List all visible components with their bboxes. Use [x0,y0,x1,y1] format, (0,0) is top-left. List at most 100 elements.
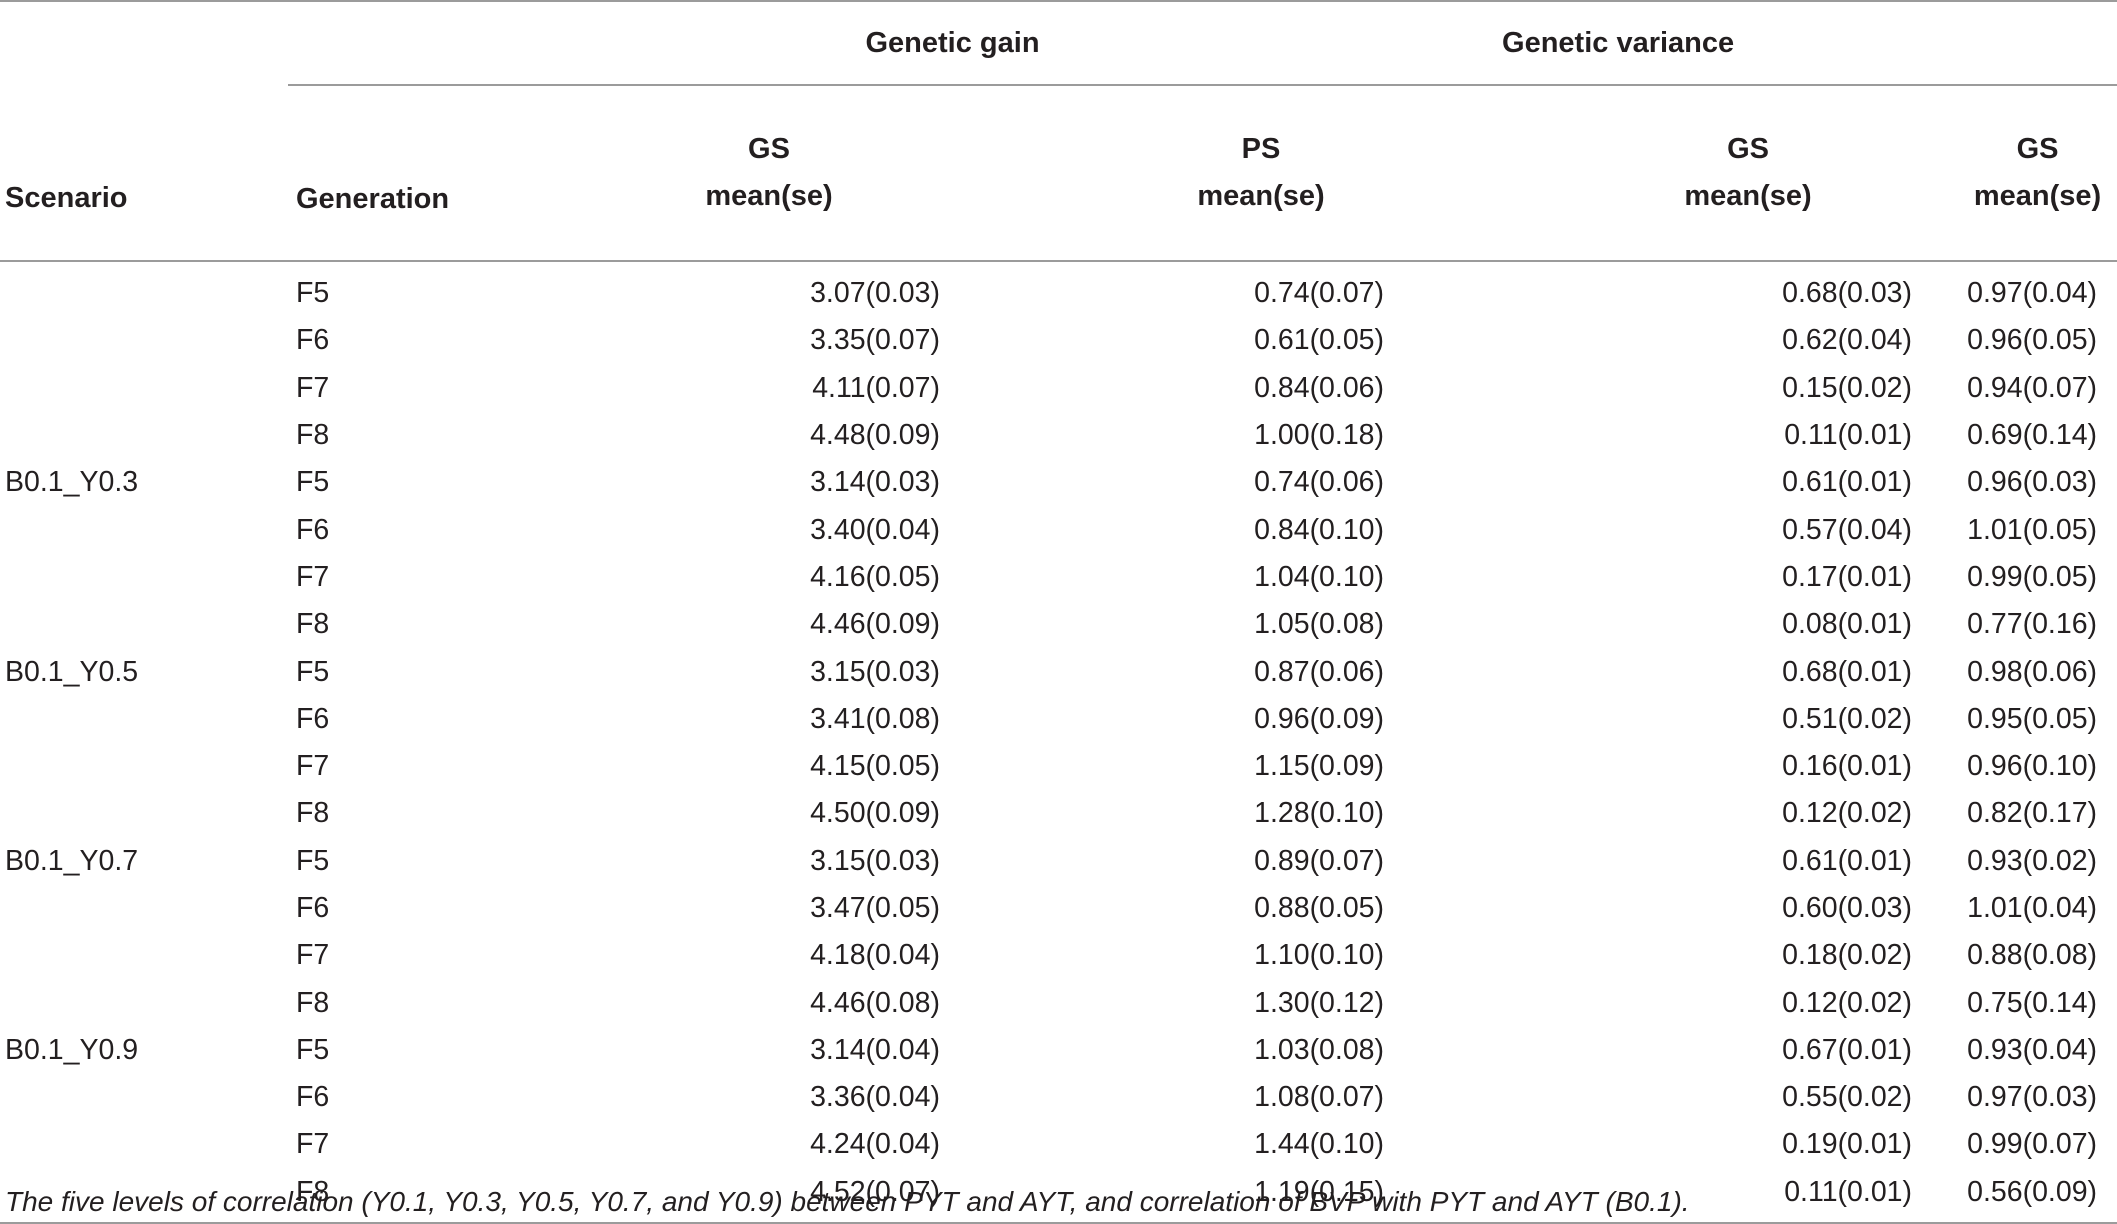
cell-variance-gs: 0.16(0.01) [1782,750,1913,783]
cell-generation: F6 [296,1081,330,1114]
cell-gain-gs: 4.11(0.07) [812,371,940,404]
header-variance-gs-top: GS [1727,133,1769,165]
cell-variance-gs-2: 0.93(0.04) [1967,1033,2098,1066]
header-variance-gs-2-bottom: mean(se) [1973,180,2102,212]
cell-variance-gs-2: 1.01(0.04) [1967,892,2098,924]
header-gain-gs-bottom: mean(se) [705,180,833,212]
cell-gain-gs: 3.14(0.03) [810,466,940,499]
cell-gain-gs: 4.46(0.09) [810,608,940,641]
cell-generation: F8 [296,797,330,830]
cell-generation: F6 [296,892,330,924]
cell-variance-gs: 0.51(0.02) [1782,702,1913,735]
table-row: F7 4.11(0.07) 0.84(0.06) 0.15(0.02) 0.94(0.0… [0,365,2117,412]
cell-variance-gs-2: 0.93(0.02) [1967,844,2098,877]
cell-variance-gs-2: 0.97(0.03) [1967,1081,2098,1114]
header-gain-gs: GS mean(se) [628,85,1060,261]
cell-scenario [0,1168,288,1224]
cell-scenario [0,885,288,932]
cell-variance-gs: 0.57(0.04) [1782,513,1913,546]
cell-variance-gs-2: 0.95(0.05) [1967,702,2098,735]
cell-variance-gs: 0.12(0.02) [1782,797,1913,830]
cell-variance-gs-2: 0.82(0.17) [1967,797,2098,830]
cell-variance-gs-2: 0.98(0.06) [1967,655,2098,688]
table-row: F8 4.50(0.09) 1.28(0.10) 0.12(0.02) 0.82(0.1… [0,790,2117,837]
cell-gain-ps: 0.84(0.06) [1254,371,1385,404]
cell-gain-gs: 4.24(0.04) [810,1128,940,1161]
table-row: F6 3.35(0.07) 0.61(0.05) 0.62(0.04) 0.96(0.0… [0,317,2117,364]
cell-variance-gs-2: 0.99(0.07) [1967,1128,2098,1161]
cell-scenario: B0.1_Y0.5 [5,655,139,688]
cell-variance-gs-2: 0.77(0.16) [1967,608,2098,641]
cell-generation: F5 [296,466,330,499]
cell-variance-gs: 0.61(0.01) [1782,844,1913,877]
table-row: F7 4.15(0.05) 1.15(0.09) 0.16(0.01) 0.96(0.1… [0,743,2117,790]
cell-gain-ps: 1.08(0.07) [1254,1081,1385,1114]
cell-variance-gs-2: 0.56(0.09) [1924,1168,2117,1224]
cell-variance-gs: 0.17(0.01) [1782,560,1913,593]
cell-variance-gs: 0.55(0.02) [1782,1081,1913,1114]
cell-variance-gs-2: 1.01(0.05) [1967,513,2098,546]
header-generation: Generation [296,182,450,215]
cell-gain-ps: 1.03(0.08) [1254,1033,1385,1066]
cell-gain-ps: 0.89(0.07) [1254,844,1385,877]
table-row: F7 4.18(0.04) 1.10(0.10) 0.18(0.02) 0.88(0.0… [0,932,2117,979]
cell-scenario: B0.1_Y0.3 [5,466,139,499]
cell-generation: F5 [296,844,330,877]
cell-generation: F8 [296,986,330,1019]
cell-gain-gs: 4.16(0.05) [810,560,940,593]
cell-gain-ps: 1.28(0.10) [1254,797,1385,830]
table-row: B0.1_Y0.7 F5 3.15(0.03) 0.89(0.07) 0.61(0.01… [0,838,2117,885]
table-footnote: The five levels of correlation (Y0.1, Y0… [5,1186,1690,1217]
cell-gain-ps: 1.30(0.12) [1254,986,1385,1019]
cell-variance-gs-2: 0.94(0.07) [1967,371,2098,404]
cell-scenario [0,1121,288,1168]
cell-scenario [0,261,288,317]
cell-gain-gs: 3.35(0.07) [810,324,940,357]
cell-scenario [0,554,288,601]
cell-variance-gs: 0.19(0.01) [1782,1128,1913,1161]
cell-gain-gs: 3.41(0.08) [810,702,940,735]
cell-gain-gs: 4.46(0.08) [810,986,940,1019]
cell-variance-gs: 0.11(0.01) [1784,419,1913,452]
cell-gain-gs: 3.15(0.03) [810,844,940,877]
header-variance-gs: GS mean(se) [1492,85,1924,261]
cell-gain-ps: 1.19(0.15) [1060,1168,1493,1224]
cell-variance-gs: 0.67(0.01) [1782,1033,1913,1066]
cell-generation: F6 [296,702,330,735]
cell-generation: F7 [296,560,330,593]
header-variance-gs-2: GS mean(se) [1924,85,2117,261]
cell-gain-ps: 1.05(0.08) [1254,608,1385,641]
cell-gain-gs: 3.36(0.04) [810,1081,940,1114]
cell-gain-ps: 1.44(0.10) [1254,1128,1385,1161]
cell-gain-gs: 4.48(0.09) [810,419,940,452]
header-spacer-scenario [0,0,288,85]
cell-variance-gs: 0.15(0.02) [1782,371,1913,404]
cell-gain-ps: 0.61(0.05) [1254,324,1385,357]
cell-variance-gs: 0.08(0.01) [1782,608,1913,641]
cell-gain-gs: 4.50(0.09) [810,797,940,830]
cell-variance-gs: 0.61(0.01) [1782,466,1913,499]
cell-variance-gs: 0.18(0.02) [1782,939,1913,972]
cell-gain-ps: 0.84(0.10) [1254,513,1385,546]
cell-generation: F8 [288,1168,628,1224]
table-row: F5 3.07(0.03) 0.74(0.07) 0.68(0.03) 0.97(0.0… [0,261,2117,317]
cell-scenario [0,506,288,553]
table-row: F8 4.52(0.07) 1.19(0.15) 0.11(0.01) 0.56(0.0… [0,1168,2117,1224]
table-row: F8 4.48(0.09) 1.00(0.18) 0.11(0.01) 0.69(0.1… [0,412,2117,459]
cell-gain-ps: 0.96(0.09) [1254,702,1385,735]
cell-variance-gs-2: 0.96(0.10) [1967,750,2098,783]
cell-variance-gs: 0.68(0.01) [1782,655,1913,688]
cell-gain-gs: 4.52(0.07) [628,1168,1060,1224]
cell-variance-gs-2: 0.99(0.05) [1967,560,2098,593]
cell-generation: F5 [296,655,330,688]
cell-gain-ps: 1.10(0.10) [1254,939,1385,972]
cell-generation: F7 [296,939,330,972]
table-row: F6 3.41(0.08) 0.96(0.09) 0.51(0.02) 0.95(0.0… [0,696,2117,743]
table-row: F8 4.46(0.08) 1.30(0.12) 0.12(0.02) 0.75(0.1… [0,979,2117,1026]
cell-variance-gs-2: 0.88(0.08) [1967,939,2098,972]
cell-variance-gs-2: 0.96(0.03) [1967,466,2098,499]
cell-variance-gs-2: 0.97(0.04) [1967,277,2098,310]
cell-generation: F8 [296,419,330,452]
cell-gain-gs: 3.15(0.03) [810,655,940,688]
